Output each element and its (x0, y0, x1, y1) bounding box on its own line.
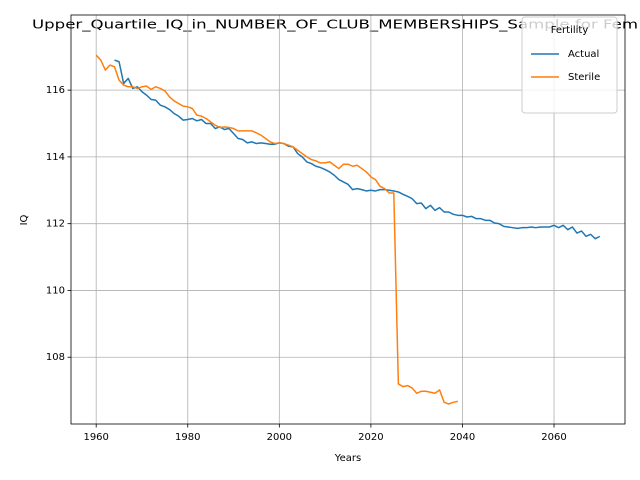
x-tick-label: 2060 (541, 432, 566, 443)
legend-label: Actual (568, 49, 599, 60)
series-line (114, 59, 601, 240)
x-tick-label: 1980 (175, 432, 200, 443)
y-tick-label: 108 (46, 352, 65, 363)
y-tick-label: 110 (46, 285, 65, 296)
x-tick-label: 1960 (83, 432, 108, 443)
legend-box (521, 16, 618, 114)
y-axis-label: IQ (19, 214, 30, 225)
axes-frame (70, 14, 626, 425)
x-axis-label: Years (334, 453, 361, 464)
legend-title: Fertility (551, 25, 589, 36)
x-tick-label: 2000 (267, 432, 292, 443)
x-tick-label: 2040 (450, 432, 475, 443)
y-tick-label: 116 (46, 85, 65, 96)
legend-label: Sterile (568, 72, 600, 83)
series-line (95, 54, 459, 405)
x-tick-label: 2020 (358, 432, 383, 443)
y-tick-label: 114 (46, 152, 65, 163)
chart-title: Upper_Quartile_IQ_in_NUMBER_OF_CLUB_MEMB… (32, 18, 638, 32)
y-tick-label: 112 (46, 219, 65, 230)
